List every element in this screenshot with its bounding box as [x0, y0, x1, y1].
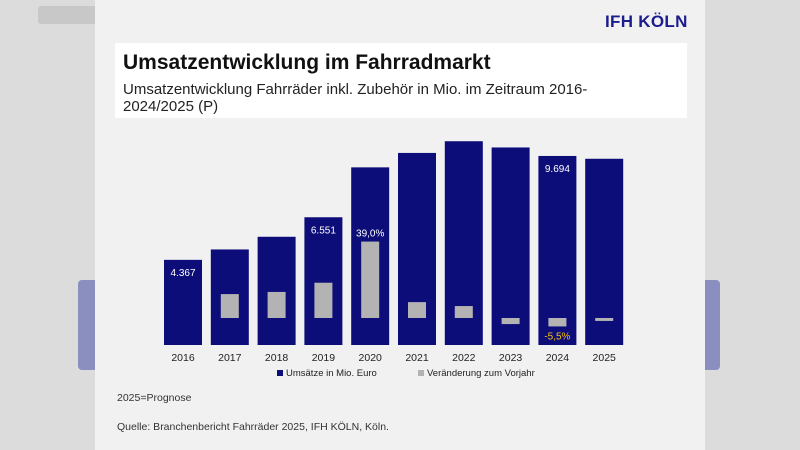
x-tick-label: 2018	[265, 352, 289, 364]
legend-label-revenue: Umsätze in Mio. Euro	[286, 368, 377, 379]
bar-change-2022	[454, 306, 473, 318]
x-tick-label: 2021	[405, 352, 429, 364]
data-label: 39,0%	[356, 229, 384, 240]
blurred-shape	[78, 280, 98, 370]
bar-revenue-2023	[491, 147, 530, 345]
bar-change-2024	[548, 318, 567, 327]
bar-revenue-2019	[304, 217, 343, 345]
x-tick-label: 2017	[218, 352, 242, 364]
bar-chart: 2016 2017 2018 2019 2020 2021 2022 2023 2024 2025…	[164, 141, 624, 379]
legend-swatch-revenue	[277, 370, 283, 376]
x-tick-label: 2020	[359, 352, 383, 364]
x-tick-label: 2023	[499, 352, 523, 364]
data-label: 6.551	[311, 225, 336, 236]
legend-label-change: Veränderung zum Vorjahr	[427, 368, 535, 379]
title-box: Umsatzentwicklung im Fahrradmarkt Umsatz…	[115, 43, 687, 118]
bar-change-2025	[595, 318, 614, 321]
data-label: 4.367	[170, 268, 195, 279]
legend-swatch-change	[418, 370, 424, 376]
bar-change-2018	[267, 291, 286, 318]
bar-revenue-2024	[538, 155, 577, 345]
data-label: 9.694	[545, 164, 570, 175]
bar-change-2020	[361, 241, 380, 318]
bar-change-2021	[408, 302, 426, 318]
bar-revenue-2018	[257, 236, 296, 345]
x-tick-label: 2024	[546, 352, 570, 364]
x-tick-label: 2019	[312, 352, 336, 364]
x-tick-label: 2022	[452, 352, 476, 364]
x-tick-label: 2025	[593, 352, 617, 364]
brand-logo: IFH KÖLN	[605, 12, 688, 31]
data-label: -5,5%	[544, 331, 570, 342]
bar-change-2023	[501, 318, 520, 325]
x-tick-label: 2016	[171, 352, 195, 364]
source-note: Quelle: Branchenbericht Fahrräder 2025, …	[117, 421, 389, 433]
bar-change-2019	[314, 282, 333, 318]
bar-revenue-2025	[585, 158, 624, 345]
bar-revenue-2016	[164, 259, 202, 345]
bar-change-2017	[220, 294, 239, 318]
blurred-shape	[700, 280, 720, 370]
background-left	[0, 0, 108, 450]
background-right	[700, 0, 800, 450]
forecast-note: 2025=Prognose	[117, 392, 192, 404]
chart-subtitle: Umsatzentwicklung Fahrräder inkl. Zubehö…	[123, 81, 588, 115]
blurred-text	[38, 6, 108, 24]
chart-title: Umsatzentwicklung im Fahrradmarkt	[123, 51, 491, 74]
